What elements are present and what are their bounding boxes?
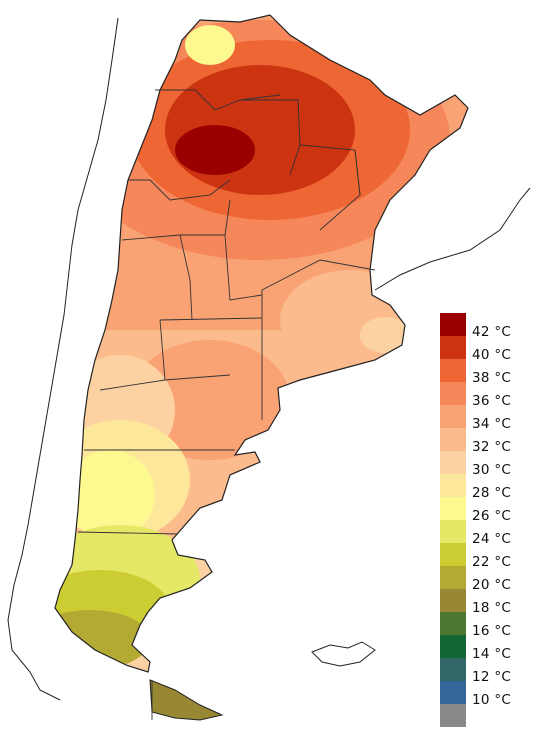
legend-label: 22 °C bbox=[472, 554, 512, 570]
falklands-outline bbox=[311, 641, 376, 667]
legend-row: 30 °C bbox=[440, 451, 534, 478]
legend-row: 18 °C bbox=[440, 589, 534, 616]
legend-swatch bbox=[440, 566, 466, 589]
legend-swatch bbox=[440, 543, 466, 566]
legend-row: 36 °C bbox=[440, 382, 534, 409]
legend-row: 28 °C bbox=[440, 474, 534, 501]
legend-label: 20 °C bbox=[472, 577, 512, 593]
legend-swatch bbox=[440, 336, 466, 359]
legend-swatch bbox=[440, 704, 466, 727]
legend-swatch bbox=[440, 359, 466, 382]
legend-swatch bbox=[440, 313, 466, 336]
legend-label: 42 °C bbox=[472, 324, 512, 340]
legend-swatch bbox=[440, 428, 466, 451]
legend-row: 12 °C bbox=[440, 658, 534, 685]
legend-label: 28 °C bbox=[472, 485, 512, 501]
legend-row: 24 °C bbox=[440, 520, 534, 547]
legend-swatch bbox=[440, 382, 466, 405]
legend-row: 14 °C bbox=[440, 635, 534, 662]
legend-label: 18 °C bbox=[472, 600, 512, 616]
legend-row: 16 °C bbox=[440, 612, 534, 639]
legend-swatch bbox=[440, 474, 466, 497]
legend-swatch bbox=[440, 497, 466, 520]
legend-label: 12 °C bbox=[472, 669, 512, 685]
legend-row: 34 °C bbox=[440, 405, 534, 432]
legend-label: 24 °C bbox=[472, 531, 512, 547]
legend-swatch bbox=[440, 520, 466, 543]
legend-label: 30 °C bbox=[472, 462, 512, 478]
legend-row: 32 °C bbox=[440, 428, 534, 455]
legend-swatch bbox=[440, 658, 466, 681]
temperature-legend: 42 °C 40 °C 38 °C 36 °C 34 °C 32 °C 30 °C 28 °C… bbox=[440, 313, 534, 727]
legend-label: 40 °C bbox=[472, 347, 512, 363]
province-borders bbox=[77, 89, 376, 720]
legend-swatch bbox=[440, 589, 466, 612]
legend-row: 40 °C bbox=[440, 336, 534, 363]
tierra-del-fuego bbox=[149, 679, 224, 721]
legend-row: 10 °C bbox=[440, 681, 534, 708]
legend-label: 36 °C bbox=[472, 393, 512, 409]
legend-label: 14 °C bbox=[472, 646, 512, 662]
legend-row: 22 °C bbox=[440, 543, 534, 570]
legend-swatch bbox=[440, 612, 466, 635]
legend-swatch bbox=[440, 681, 466, 704]
legend-row: 20 °C bbox=[440, 566, 534, 593]
legend-swatch bbox=[440, 635, 466, 658]
legend-row: 42 °C bbox=[440, 313, 534, 340]
legend-label: 10 °C bbox=[472, 692, 512, 708]
legend-row: 26 °C bbox=[440, 497, 534, 524]
legend-swatch bbox=[440, 405, 466, 428]
legend-row bbox=[440, 704, 534, 727]
chile-border-outline bbox=[7, 17, 119, 701]
legend-swatch bbox=[440, 451, 466, 474]
legend-label: 32 °C bbox=[472, 439, 512, 455]
uruguay-brazil-outline bbox=[374, 187, 531, 291]
legend-label: 26 °C bbox=[472, 508, 512, 524]
argentina-outline bbox=[54, 14, 469, 673]
legend-label: 34 °C bbox=[472, 416, 512, 432]
legend-label: 38 °C bbox=[472, 370, 512, 386]
legend-row: 38 °C bbox=[440, 359, 534, 386]
legend-label: 16 °C bbox=[472, 623, 512, 639]
